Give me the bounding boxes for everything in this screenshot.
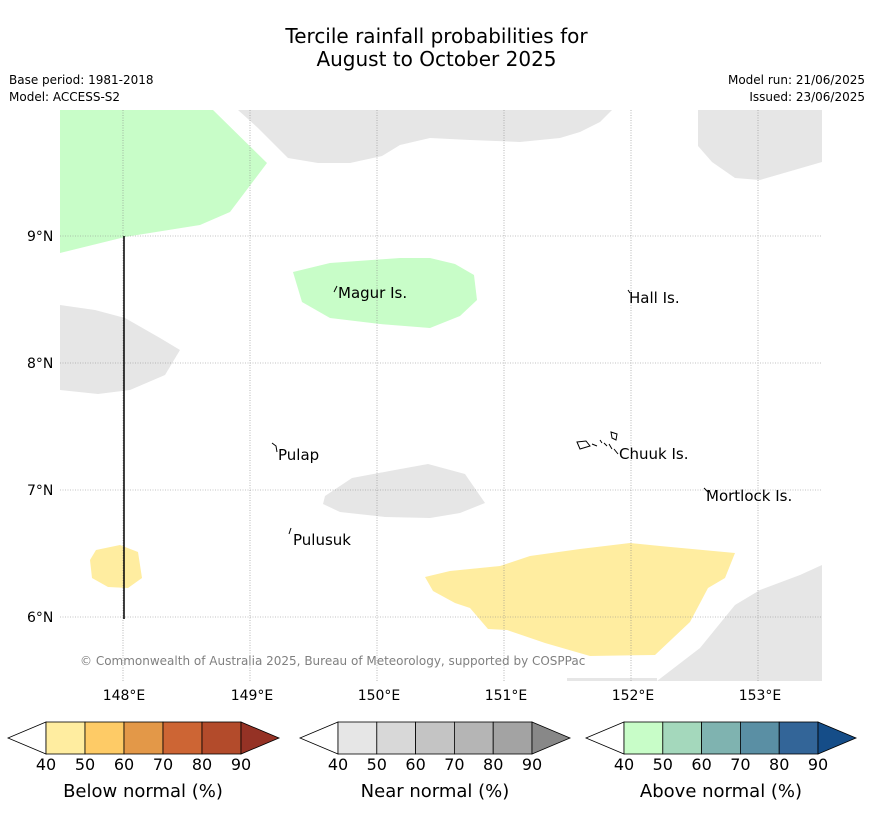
colorbar-tick-label: 40 — [36, 755, 56, 774]
colorbar-tick-label: 60 — [114, 755, 134, 774]
colorbar-segment — [337, 721, 378, 755]
map-title-line2: August to October 2025 — [316, 47, 557, 71]
colorbar-tick-label: 80 — [769, 755, 789, 774]
colorbar-tick-label: 90 — [522, 755, 542, 774]
colorbar-legends: 40 50 60 70 80 90 40 50 60 70 80 90 40 50 60 70 80 90 — [6, 721, 858, 774]
near-normal-region — [323, 464, 485, 518]
lat-label: 8°N — [27, 356, 53, 372]
colorbar-tick-label: 70 — [730, 755, 750, 774]
colorbar-tick-label: 40 — [614, 755, 634, 774]
place-label: Hall Is. — [629, 289, 680, 307]
below-normal-region — [425, 543, 735, 656]
colorbar-tick-label: 70 — [444, 755, 464, 774]
below-normal-legend-label: Below normal (%) — [63, 781, 223, 802]
place-label: Magur Is. — [338, 284, 407, 302]
colorbar-arrow-high — [817, 721, 858, 755]
colorbar-arrow-high — [240, 721, 281, 755]
colorbar-segment — [701, 721, 741, 755]
colorbar-tick-label: 40 — [328, 755, 348, 774]
map-title-line1: Tercile rainfall probabilities for — [285, 24, 588, 48]
place-label: Chuuk Is. — [619, 445, 688, 463]
colorbar-segment — [778, 721, 819, 755]
model-run: Model run: 21/06/2025 — [727, 73, 865, 87]
near-normal-region — [698, 110, 822, 180]
colorbar-segment — [492, 721, 533, 755]
colorbar-tick-label: 50 — [653, 755, 673, 774]
colorbar-tick-label: 50 — [75, 755, 95, 774]
lat-label: 6°N — [27, 610, 53, 626]
colorbar-segment — [45, 721, 86, 755]
magur-island-outline — [333, 285, 338, 293]
above-normal-region — [293, 258, 477, 328]
colorbar-tick-label: 90 — [231, 755, 251, 774]
model-name: Model: ACCESS-S2 — [9, 90, 121, 104]
colorbar-segment — [376, 721, 416, 755]
colorbar-segment — [453, 721, 494, 755]
colorbar-tick-label: 60 — [691, 755, 711, 774]
lon-label: 149°E — [231, 688, 274, 704]
base-period: Base period: 1981-2018 — [9, 73, 154, 87]
island-outlines — [271, 285, 709, 535]
colorbar-arrow-low — [6, 721, 47, 755]
colorbar-segment — [201, 721, 242, 755]
lat-label: 9°N — [27, 229, 53, 245]
map-gridlines — [60, 110, 822, 681]
lon-label: 153°E — [739, 688, 782, 704]
colorbar-arrow-high — [531, 721, 572, 755]
colorbar-tick-label: 80 — [192, 755, 212, 774]
place-label: Pulap — [278, 446, 319, 464]
near-normal-region — [657, 565, 822, 681]
near-normal-region — [60, 305, 180, 394]
probability-shading — [60, 110, 822, 681]
near-normal-region — [238, 110, 612, 163]
place-label: Mortlock Is. — [706, 487, 792, 505]
lon-label: 150°E — [358, 688, 401, 704]
place-label: Pulusuk — [293, 531, 351, 549]
lon-label: 151°E — [485, 688, 528, 704]
near-normal-legend-label: Near normal (%) — [360, 781, 510, 802]
colorbar-tick-label: 50 — [367, 755, 387, 774]
hall-island-outline — [627, 289, 631, 294]
colorbar-segment — [84, 721, 125, 755]
colorbar-segment — [740, 721, 780, 755]
below-normal-region — [90, 545, 142, 588]
above-normal-region — [60, 110, 267, 253]
colorbar-arrow-low — [298, 721, 339, 755]
colorbar-segment — [623, 721, 664, 755]
lon-label: 148°E — [103, 688, 146, 704]
lat-label: 7°N — [27, 483, 53, 499]
above-normal-legend-label: Above normal (%) — [639, 781, 803, 802]
colorbar-tick-label: 90 — [808, 755, 828, 774]
colorbar-arrow-low — [584, 721, 625, 755]
near-normal-region — [567, 678, 657, 681]
colorbar-tick-label: 70 — [153, 755, 173, 774]
pulusuk-island-outline — [288, 527, 292, 535]
mortlock-island-outline — [703, 487, 709, 493]
colorbar-segment — [662, 721, 702, 755]
copyright-notice: © Commonwealth of Australia 2025, Bureau… — [80, 654, 585, 668]
colorbar-tick-label: 80 — [483, 755, 503, 774]
chuuk-island-outline — [576, 431, 619, 455]
lon-label: 152°E — [612, 688, 655, 704]
colorbar-segment — [162, 721, 203, 755]
colorbar-segment — [415, 721, 455, 755]
issued-date: Issued: 23/06/2025 — [749, 90, 865, 104]
pulap-island-outline — [271, 442, 278, 453]
colorbar-segment — [123, 721, 164, 755]
colorbar-tick-label: 60 — [405, 755, 425, 774]
